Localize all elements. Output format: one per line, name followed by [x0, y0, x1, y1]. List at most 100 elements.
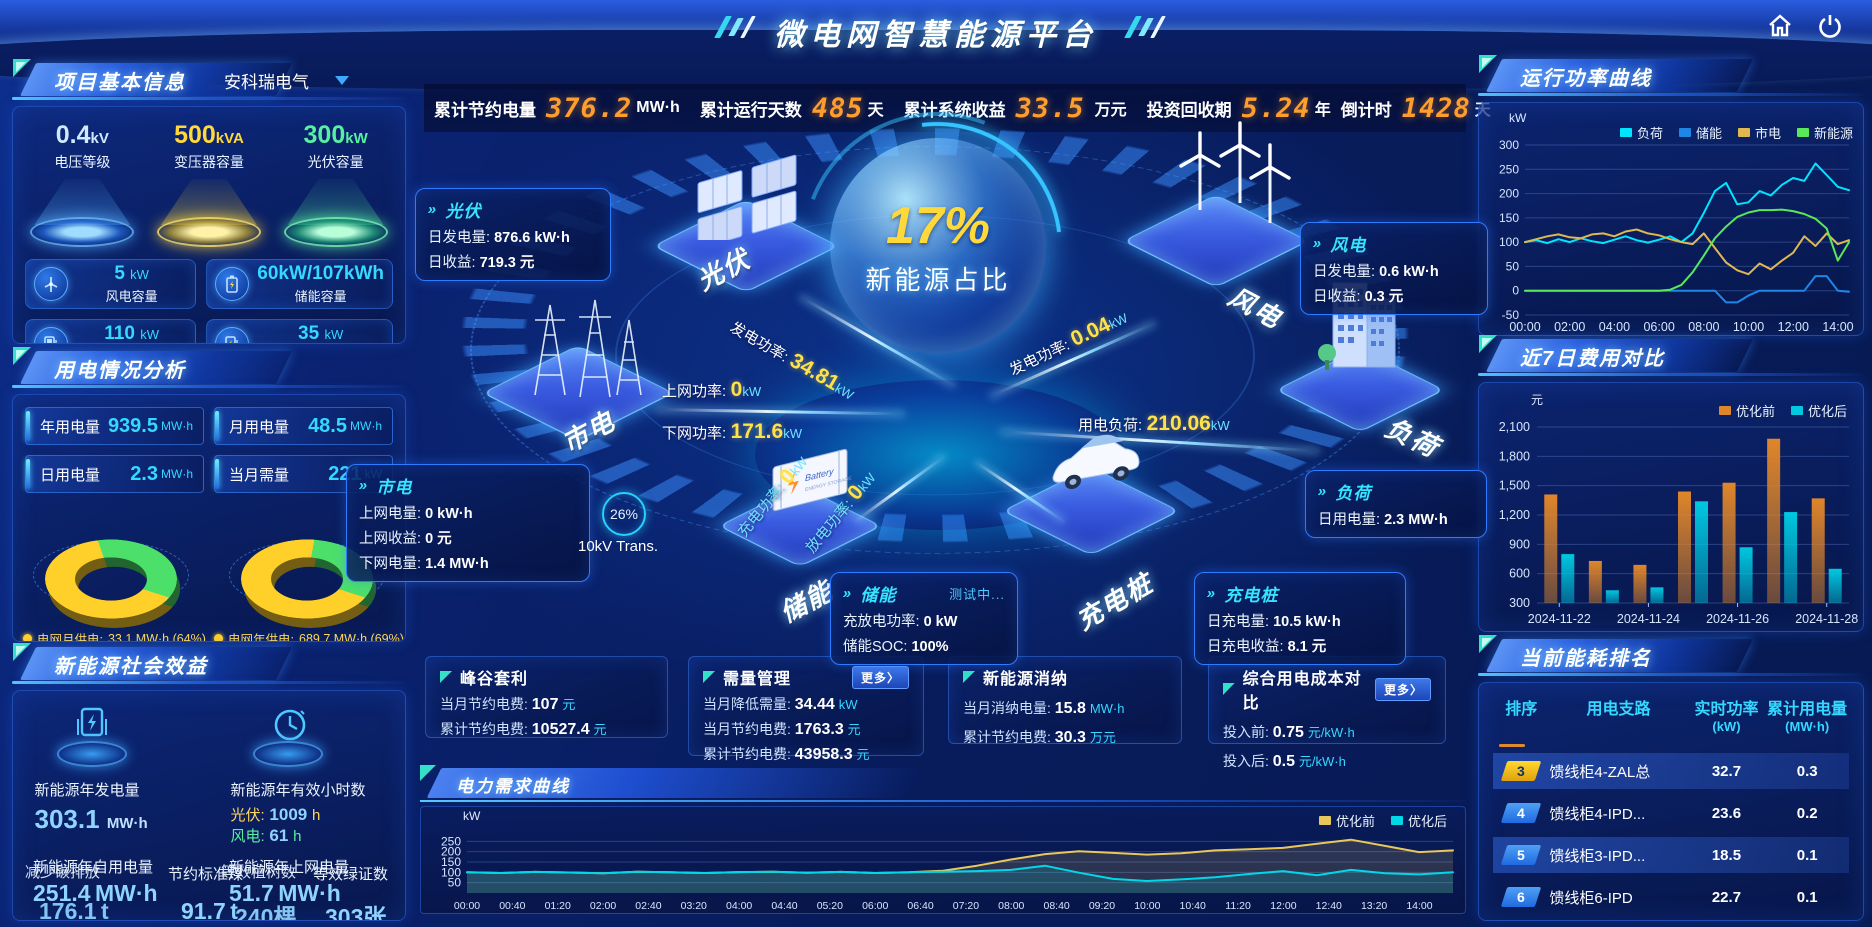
svg-text:150: 150 — [441, 855, 461, 869]
month-energy-donut — [31, 507, 193, 636]
y-axis-unit: 元 — [1531, 393, 1544, 407]
storage-capacity-card: 60kW/107kWh 储能容量 — [206, 259, 393, 309]
run-power-chart: -50 0 50 100 150 200 250 300 00:00 02:00 04:00 06:0… — [1481, 123, 1859, 335]
flow-load-power: 用电负荷: 210.06kW — [1078, 412, 1230, 435]
svg-text:50: 50 — [1506, 259, 1520, 273]
svg-text:-50: -50 — [1502, 308, 1520, 322]
svg-text:02:00: 02:00 — [590, 900, 616, 912]
demand-management-box: 需量管理 更多〉 当月降低需量: 34.44 kW 当月节约电费: 1763.3… — [688, 656, 924, 763]
demand-chart: 50 100 150 200 250 00:00 00:40 01:20 02:00 02:40 0… — [423, 809, 1463, 918]
svg-text:00:40: 00:40 — [499, 900, 525, 912]
panel-demand-curve: 电力需求曲线 kW 优化前 优化后 50 100 150 200 250 00:00 00:… — [420, 765, 1466, 914]
svg-text:100: 100 — [1499, 235, 1519, 249]
table-row[interactable]: 3 馈线柜4-ZAL总 32.7 0.3 — [1493, 753, 1849, 789]
svg-text:06:40: 06:40 — [907, 900, 933, 912]
y-axis-unit: kW — [1509, 111, 1527, 125]
year-usage-pill: 年用电量 939.5 MW·h — [25, 407, 204, 445]
panel-corner-icon — [13, 643, 31, 661]
svg-text:01:20: 01:20 — [545, 900, 571, 912]
chevron-down-icon — [335, 76, 349, 85]
table-header: 排序 用电支路 实时功率 (kW) 累计用电量 (MW·h) — [1505, 701, 1848, 734]
svg-text:00:00: 00:00 — [454, 900, 480, 912]
node-label-charger: 充电桩 — [1070, 567, 1159, 636]
renewable-generation-stat: 新能源年发电量 303.1 MW·h — [29, 705, 194, 846]
transformer-label: 10kV Trans. — [578, 538, 659, 555]
table-row[interactable]: 6 馈线柜6-IPD 22.7 0.1 — [1493, 879, 1849, 915]
panel-title: 近7日费用对比 — [1520, 348, 1666, 370]
table-row[interactable]: 4 馈线柜4-IPD... 23.6 0.2 — [1493, 795, 1849, 831]
svg-text:300: 300 — [1499, 138, 1519, 152]
more-button[interactable]: 更多〉 — [851, 665, 909, 689]
svg-text:200: 200 — [1499, 187, 1519, 201]
svg-text:10:40: 10:40 — [1180, 900, 1206, 912]
day-usage-pill: 日用电量 2.3 MW·h — [25, 455, 204, 493]
load-info-box: » 负荷 日用电量: 2.3 MW·h — [1305, 470, 1487, 538]
wind-turbines-icon — [1165, 115, 1295, 250]
demand-legend: 优化前 优化后 — [1318, 811, 1447, 830]
wind-capacity-card: 5 kW 风电容量 — [25, 259, 197, 309]
svg-text:900: 900 — [1509, 537, 1530, 551]
wind-turbine-icon — [34, 267, 68, 301]
home-icon[interactable] — [1766, 12, 1794, 40]
svg-text:04:00: 04:00 — [1599, 320, 1630, 334]
svg-text:150: 150 — [1499, 211, 1519, 225]
panel-energy-rank: 当前能耗排名 排序 用电支路 实时功率 (kW) 累计用电量 (MW·h) 3 馈线… — [1478, 635, 1864, 921]
panel-corner-icon — [13, 59, 31, 77]
project-selector-dropdown[interactable]: 安科瑞电气 — [224, 68, 349, 93]
svg-text:12:00: 12:00 — [1270, 900, 1296, 912]
flow-feed-in: 上网功率: 0kW — [662, 378, 762, 401]
voltage-level-stat: 0.4kV 电压等级 — [23, 121, 141, 249]
pv-capacity-stat: 300kW 光伏容量 — [277, 121, 395, 249]
title-decoration-left — [714, 16, 756, 38]
table-row[interactable]: 5 馈线柜3-IPD... 18.5 0.1 — [1493, 837, 1849, 873]
energy-rank-table: 排序 用电支路 实时功率 (kW) 累计用电量 (MW·h) 3 馈线柜4-ZAL总… — [1479, 683, 1863, 915]
transformer-load-circle: 26% — [602, 492, 646, 536]
kpi-band: 累计节约电量 376.2 MW·h 累计运行天数 485 天 累计系统收益 33.5 万元 … — [424, 84, 1491, 132]
svg-text:14:00: 14:00 — [1406, 900, 1432, 912]
dc-charger-icon — [34, 327, 68, 343]
svg-text:10:00: 10:00 — [1733, 320, 1764, 334]
month-usage-pill: 月用电量 48.5 MW·h — [214, 407, 393, 445]
renewable-share-label: 新能源占比 — [865, 264, 1011, 295]
page-title: 微电网智慧能源平台 — [774, 19, 1098, 52]
svg-text:1,200: 1,200 — [1499, 508, 1530, 522]
svg-text:02:40: 02:40 — [635, 900, 661, 912]
kpi-saved-energy: 累计节约电量 376.2 MW·h — [434, 92, 680, 124]
svg-text:50: 50 — [448, 876, 462, 890]
panel-corner-icon — [13, 347, 31, 365]
flag-icon — [440, 671, 452, 683]
ac-charger-card: 35 kW交流充电桩 — [206, 319, 393, 343]
rank-badge: 6 — [1500, 887, 1542, 907]
cost-legend: 优化前 优化后 — [1718, 401, 1847, 420]
panel-title: 运行功率曲线 — [1520, 68, 1652, 90]
panel-title: 当前能耗排名 — [1520, 648, 1652, 670]
charger-info-box: » 充电桩 日充电量: 10.5 kW·h 日充电收益: 8.1 元 — [1194, 572, 1406, 665]
svg-text:2024-11-24: 2024-11-24 — [1617, 612, 1680, 626]
svg-text:2024-11-28: 2024-11-28 — [1795, 612, 1858, 626]
svg-text:02:00: 02:00 — [1554, 320, 1585, 334]
rank-bad ge: 4 — [1500, 803, 1542, 823]
battery-container-icon: Battery ENERGY STORAGE — [755, 430, 865, 525]
panel-usage-analysis: 用电情况分析 年用电量 939.5 MW·h 月用电量 48.5 MW·h 日用电量 2.… — [12, 347, 406, 642]
svg-text:06:00: 06:00 — [1643, 320, 1674, 334]
panel-title: 项目基本信息 — [54, 72, 186, 94]
svg-text:2024-11-26: 2024-11-26 — [1706, 612, 1769, 626]
run-power-legend: 负荷 储能 市电 新能源 — [1619, 123, 1853, 142]
social-benefit-metrics: 新能源年自用电量 减少碳排放 节约标准煤 251.4 MW·h 176.1 t … — [25, 859, 389, 921]
rank-badge: 5 — [1500, 845, 1542, 865]
renewable-hours-stat: 新能源年有效小时数 光伏: 1009 h 风电: 61 h — [225, 705, 390, 846]
more-button[interactable]: 更多〉 — [1375, 677, 1431, 701]
svg-text:08:00: 08:00 — [998, 900, 1024, 912]
svg-text:2,100: 2,100 — [1499, 420, 1530, 434]
flag-icon — [1223, 683, 1235, 695]
svg-text:2024-11-22: 2024-11-22 — [1528, 612, 1591, 626]
renewable-share-percent: 17% — [885, 196, 991, 255]
dc-charger-card: 110 kW直流充电桩 — [25, 319, 197, 343]
svg-text:08:00: 08:00 — [1688, 320, 1719, 334]
legend-grid-month: 电网月供电: 33.1 MW·h (64%) — [23, 629, 208, 641]
scroll-indicator — [1499, 744, 1525, 747]
power-icon[interactable] — [1816, 12, 1844, 40]
flow-draw: 下网功率: 171.6kW — [662, 420, 802, 443]
svg-text:13:20: 13:20 — [1361, 900, 1387, 912]
